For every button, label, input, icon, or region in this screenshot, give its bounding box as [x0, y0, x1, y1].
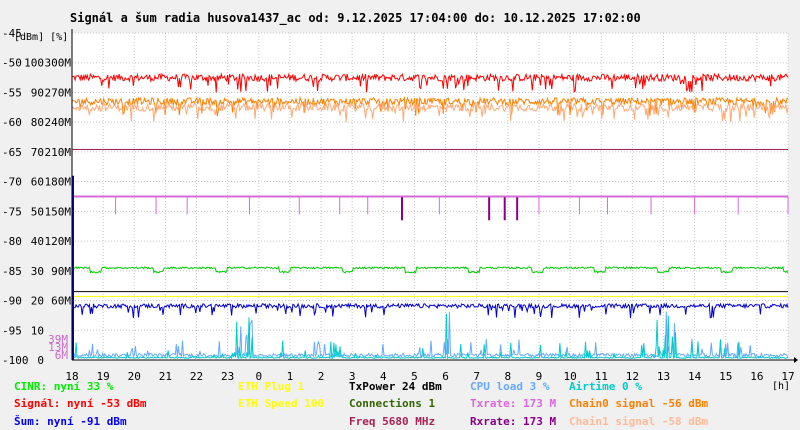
y-tick-rate: 180M [45, 176, 72, 189]
y-tick-dbm: -80 [2, 235, 22, 248]
units-label: [dBm] [%] [14, 32, 68, 43]
x-tick-label: 11 [595, 370, 608, 383]
x-tick-label: 1 [287, 370, 294, 383]
x-tick-label: 7 [473, 370, 480, 383]
legend-entry: CINR: nyní 33 % [14, 380, 114, 393]
x-unit-label: [h] [772, 381, 790, 392]
y-tick-dbm: -45 [2, 27, 22, 40]
y-tick-rate-extra: 6M [55, 349, 69, 362]
x-tick-label: 0 [255, 370, 262, 383]
x-tick-label: 14 [688, 370, 702, 383]
x-axis-arrow [794, 357, 798, 363]
y-tick-pct: 40 [31, 235, 44, 248]
y-tick-pct: 0 [37, 354, 44, 367]
series-line-chain0 [71, 95, 789, 117]
x-tick-label: 6 [442, 370, 449, 383]
legend-entry: TxPower 24 dBm [349, 380, 442, 393]
y-tick-dbm: -60 [2, 116, 22, 129]
x-tick-label: 12 [626, 370, 639, 383]
x-tick-label: 16 [750, 370, 763, 383]
x-tick-label: 9 [536, 370, 543, 383]
x-tick-label: 20 [128, 370, 141, 383]
legend-entry: Signál: nyní -53 dBm [14, 397, 147, 410]
legend-entry: ETH Plug 1 [238, 380, 305, 393]
series-line-signal [71, 72, 789, 93]
x-tick-label: 8 [505, 370, 512, 383]
x-tick-label: 5 [411, 370, 418, 383]
x-tick-label: 23 [221, 370, 234, 383]
legend-entry: CPU load 3 % [470, 380, 550, 393]
y-tick-pct: 70 [31, 146, 44, 159]
y-tick-pct: 30 [31, 265, 44, 278]
y-tick-dbm: -95 [2, 324, 22, 337]
x-tick-label: 2 [318, 370, 325, 383]
y-tick-pct: 80 [31, 116, 44, 129]
series-line-cinr [71, 265, 789, 275]
series-line-noise_line [71, 301, 789, 319]
x-tick-label: 4 [380, 370, 387, 383]
x-tick-label: 21 [159, 370, 172, 383]
legend-entry: Chain1 signal -58 dBm [569, 415, 708, 428]
y-tick-rate: 90M [51, 265, 71, 278]
y-tick-dbm: -75 [2, 205, 22, 218]
y-tick-pct: 60 [31, 176, 44, 189]
y-tick-pct: 50 [31, 205, 44, 218]
y-tick-pct: 100 [24, 57, 44, 70]
y-tick-dbm: -70 [2, 176, 22, 189]
legend-entry: Šum: nyní -91 dBm [14, 415, 127, 428]
x-tick-label: 10 [563, 370, 576, 383]
x-tick-label: 22 [190, 370, 203, 383]
x-tick-label: 19 [97, 370, 110, 383]
y-tick-rate: 60M [51, 295, 71, 308]
y-tick-rate-extra: 13M [48, 341, 68, 354]
y-tick-pct: 20 [31, 295, 44, 308]
legend-entry: Connections 1 [349, 397, 435, 410]
series-line-airtime [72, 313, 789, 360]
x-tick-label: 13 [657, 370, 670, 383]
y-tick-dbm: -55 [2, 86, 22, 99]
x-tick-label: 3 [349, 370, 356, 383]
y-tick-dbm: -65 [2, 146, 22, 159]
legend-entry: Rxrate: 173 M [470, 415, 556, 428]
legend-entry: Freq 5680 MHz [349, 415, 435, 428]
series-line-chain1 [71, 101, 789, 123]
y-tick-rate: 270M [45, 86, 72, 99]
chart-title: Signál a šum radia husova1437_ac od: 9.1… [70, 11, 641, 26]
legend-entry: ETH Speed 100 [238, 397, 324, 410]
y-tick-rate: 300M [45, 57, 72, 70]
y-tick-rate: 150M [45, 205, 72, 218]
y-tick-pct: 10 [31, 324, 44, 337]
legend-entry: Airtime 0 % [569, 380, 642, 393]
y-tick-dbm: -85 [2, 265, 22, 278]
y-tick-pct: 90 [31, 86, 44, 99]
y-tick-rate-extra: 39M [48, 333, 68, 346]
y-tick-rate: 240M [45, 116, 72, 129]
legend-entry: Chain0 signal -56 dBm [569, 397, 708, 410]
x-tick-label: 18 [65, 370, 78, 383]
y-tick-dbm: -50 [2, 57, 22, 70]
y-tick-dbm: -100 [2, 354, 29, 367]
legend-entry: Txrate: 173 M [470, 397, 556, 410]
x-tick-label: 17 [781, 370, 794, 383]
y-tick-rate: 210M [45, 146, 72, 159]
y-tick-rate: 120M [45, 235, 72, 248]
x-tick-label: 15 [719, 370, 732, 383]
y-tick-dbm: -90 [2, 295, 22, 308]
